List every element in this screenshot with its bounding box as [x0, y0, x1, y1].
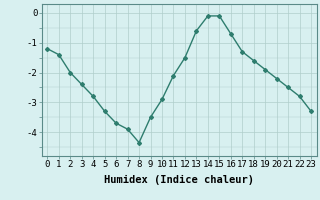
X-axis label: Humidex (Indice chaleur): Humidex (Indice chaleur): [104, 175, 254, 185]
